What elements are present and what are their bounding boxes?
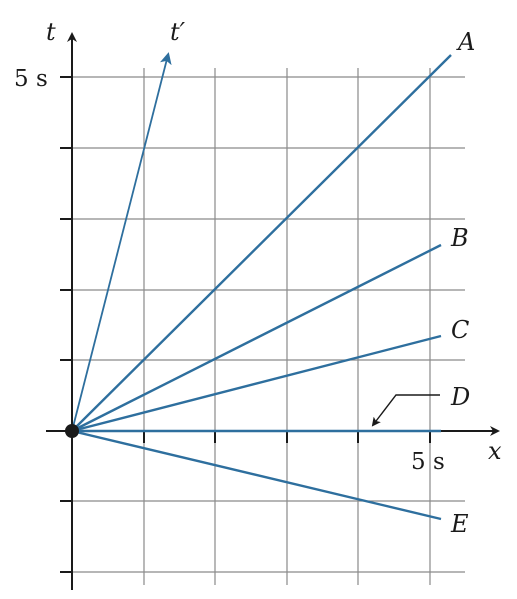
t-prime-axis-label: t′ — [170, 18, 186, 46]
line-label-a: A — [456, 28, 475, 56]
world-line-e — [71, 429, 442, 521]
world-lines — [71, 54, 452, 521]
line-label-b: B — [450, 224, 469, 252]
d-pointer-arrow — [371, 394, 440, 427]
line-label-c: C — [451, 316, 469, 344]
world-line-b — [71, 243, 442, 433]
line-label-e: E — [450, 510, 469, 538]
x-axis-ticks — [143, 431, 431, 443]
t-tick-label: 5 s — [14, 66, 48, 92]
world-line-c — [71, 334, 442, 433]
line-label-d: D — [450, 383, 470, 411]
grid — [72, 68, 465, 585]
x-axis-label: x — [488, 437, 502, 465]
t-axis-ticks — [60, 76, 72, 573]
t-prime-axis — [71, 52, 172, 432]
world-line-a — [71, 54, 452, 432]
origin-dot — [65, 424, 79, 438]
x-tick-label: 5 s — [411, 449, 445, 475]
t-axis-label: t — [46, 18, 56, 46]
